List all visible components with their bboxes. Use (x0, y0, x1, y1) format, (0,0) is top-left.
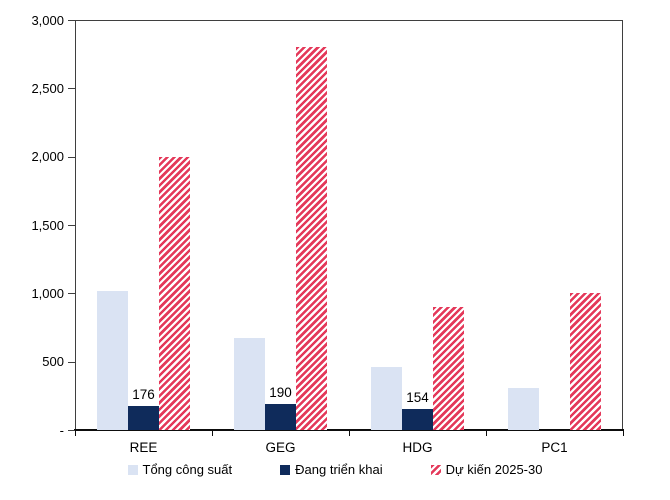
x-axis-tick-mark (212, 431, 213, 436)
y-axis-tick-label: 2,000 (31, 149, 64, 165)
legend: Tổng công suất Đang triển khai Dự kiến 2… (0, 462, 670, 477)
x-axis-line (74, 429, 624, 431)
x-axis-tick-mark (75, 431, 76, 436)
bar-GEG-series-2 (296, 47, 327, 430)
y-axis-tick-mark (68, 156, 75, 158)
bar-data-label: 154 (406, 389, 429, 405)
legend-item-dang-trien-khai: Đang triển khai (280, 462, 383, 477)
y-axis-tick-label: 2,500 (31, 80, 64, 96)
bar-PC1-series-2 (570, 293, 601, 430)
bar-PC1-series-0 (508, 387, 539, 430)
y-axis-tick-label: 1,000 (31, 285, 64, 301)
legend-item-du-kien-2025-30: Dự kiến 2025-30 (430, 462, 543, 477)
y-axis-tick-mark (68, 20, 75, 21)
legend-swatch-tong-cong-suat (127, 464, 138, 475)
y-axis-tick-mark (68, 430, 75, 431)
legend-label-du-kien-2025-30: Dự kiến 2025-30 (445, 462, 543, 477)
legend-swatch-dang-trien-khai (280, 464, 291, 475)
bar-HDG-series-1 (402, 408, 433, 430)
legend-label-tong-cong-suat: Tổng công suất (142, 462, 233, 477)
bar-data-label: 176 (132, 386, 155, 402)
legend-label-dang-trien-khai: Đang triển khai (295, 462, 383, 477)
legend-item-tong-cong-suat: Tổng công suất (127, 462, 233, 477)
x-axis-tick-mark (623, 431, 624, 436)
y-axis-tick-mark (68, 293, 75, 295)
y-axis-tick-mark (68, 361, 75, 363)
bar-GEG-series-0 (234, 338, 265, 430)
y-axis-tick-label: 500 (42, 354, 64, 370)
x-axis-category-label: REE (129, 440, 158, 455)
legend-swatch-du-kien-2025-30 (430, 464, 441, 475)
y-axis-tick-mark (68, 88, 75, 90)
bar-GEG-series-1 (265, 404, 296, 430)
x-axis-tick-mark (349, 431, 350, 436)
plot-area (75, 20, 623, 430)
bar-HDG-series-2 (433, 307, 464, 430)
y-axis-tick-label: - (59, 422, 64, 438)
bar-HDG-series-0 (371, 367, 402, 430)
x-axis-category-label: GEG (265, 440, 296, 455)
bar-REE-series-1 (128, 405, 159, 430)
x-axis-category-label: HDG (402, 440, 433, 455)
x-axis-tick-mark (486, 431, 487, 436)
y-axis-tick-label: 1,500 (31, 217, 64, 233)
x-axis-category-label: PC1 (541, 440, 568, 455)
y-axis-tick-label: 3,000 (31, 12, 64, 28)
y-axis-tick-mark (68, 225, 75, 226)
bar-data-label: 190 (269, 385, 292, 401)
bar-REE-series-0 (97, 290, 128, 430)
bar-REE-series-2 (159, 156, 190, 430)
